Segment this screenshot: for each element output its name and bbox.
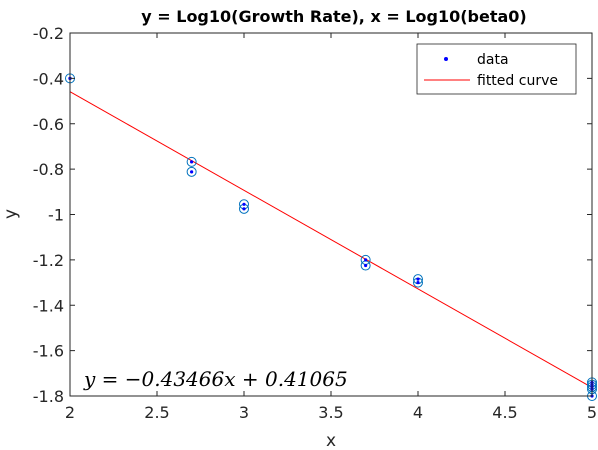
x-tick-label: 3.5 — [318, 403, 343, 422]
x-axis-label: x — [326, 431, 336, 450]
x-tick-label: 4 — [413, 403, 423, 422]
data-point — [190, 170, 194, 174]
x-tick-label: 2 — [65, 403, 75, 422]
data-point — [416, 277, 420, 281]
x-tick-label: 5 — [587, 403, 597, 422]
fitted-curve-layer — [69, 91, 593, 388]
chart-title: y = Log10(Growth Rate), x = Log10(beta0) — [141, 7, 526, 26]
point-circle — [186, 166, 197, 177]
legend-fitted-curve-label: fitted curve — [477, 73, 558, 89]
legend: data fitted curve — [416, 43, 577, 95]
axes-layer: 2 2.5 3 3.5 4 4.5 5 -1.8 -1.6 -1.4 -1.2 -1 -0.8 -0.6 -… — [33, 24, 597, 422]
y-tick-label: -0.6 — [33, 115, 64, 134]
data-point — [416, 280, 420, 285]
data-point — [242, 207, 246, 211]
y-tick-label: -0.4 — [33, 69, 64, 88]
legend-data-label: data — [477, 52, 509, 68]
data-point — [364, 263, 368, 268]
y-tick-label: -1.4 — [33, 296, 64, 315]
fitted-curve-line — [69, 91, 593, 388]
data-point — [242, 202, 246, 206]
fit-equation-annotation: y = −0.43466x + 0.41065 — [83, 367, 348, 391]
data-point — [190, 160, 194, 164]
y-tick-label: -0.8 — [33, 160, 64, 179]
data-point — [364, 258, 368, 262]
y-tick-label: -1 — [48, 206, 64, 225]
x-tick-label: 2.5 — [144, 403, 169, 422]
legend-data-marker — [444, 57, 448, 61]
y-tick-label: -0.2 — [33, 24, 64, 43]
y-tick-label: -1.2 — [33, 251, 64, 270]
y-axis-label: y — [1, 209, 21, 219]
legend-box — [416, 43, 577, 95]
x-tick-label: 3 — [239, 403, 249, 422]
x-tick-label: 4.5 — [492, 403, 517, 422]
y-tick-label: -1.6 — [33, 342, 64, 361]
y-tick-label: -1.8 — [33, 387, 64, 406]
point-circle — [186, 156, 197, 167]
